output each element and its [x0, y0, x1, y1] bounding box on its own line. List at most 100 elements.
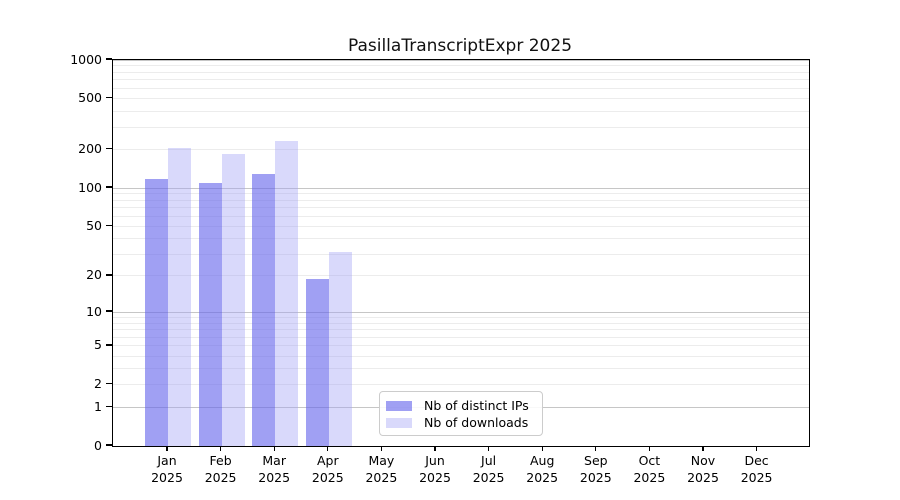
x-tick-mark-jul [487, 446, 490, 451]
x-tick-year-oct: 2025 [633, 469, 666, 485]
gridline-major-1000 [113, 59, 809, 61]
gridline-minor-300 [113, 126, 809, 128]
y-tick-mark-50 [106, 224, 112, 226]
y-tick-label-20: 20 [86, 267, 102, 283]
y-tick-label-0: 0 [94, 437, 102, 453]
y-tick-label-100: 100 [78, 179, 102, 195]
x-tick-mark-oct [648, 446, 651, 451]
x-tick-year-aug: 2025 [526, 469, 559, 485]
bar-distinct-ips-apr [305, 278, 329, 446]
y-tick-mark-1000 [106, 58, 112, 60]
gridline-minor-60 [113, 215, 809, 217]
x-tick-mark-apr [327, 446, 329, 451]
gridline-minor-40 [113, 238, 809, 240]
chart-title: PasillaTranscriptExpr 2025 [347, 36, 573, 56]
legend: Nb of distinct IPs Nb of downloads [379, 391, 543, 436]
x-tick-mark-sep [595, 446, 597, 451]
y-tick-mark-10 [106, 310, 112, 312]
legend-item-distinct-ips: Nb of distinct IPs [380, 397, 542, 414]
distinct-ips-swatch [386, 400, 412, 411]
x-tick-label-feb: Feb 2025 [191, 453, 251, 486]
y-tick-label-1: 1 [94, 398, 102, 414]
x-tick-label-dec: Dec 2025 [727, 453, 787, 486]
y-tick-mark-500 [106, 96, 112, 99]
x-tick-mark-aug [541, 446, 543, 451]
bar-distinct-ips-mar [252, 174, 276, 446]
y-tick-label-500: 500 [78, 90, 102, 106]
gridline-minor-90 [113, 193, 809, 195]
bar-distinct-ips-feb [198, 182, 222, 446]
gridline-minor-8 [113, 322, 809, 324]
x-tick-year-may: 2025 [365, 469, 398, 485]
y-tick-mark-0 [106, 444, 112, 446]
x-tick-year-apr: 2025 [311, 469, 344, 485]
gridline-minor-900 [113, 65, 809, 67]
x-tick-label-jan: Jan 2025 [137, 453, 197, 486]
y-tick-mark-5 [106, 344, 112, 346]
gridline-minor-80 [113, 199, 809, 201]
gridline-minor-9 [113, 316, 809, 318]
y-tick-mark-1 [106, 405, 112, 407]
bar-distinct-ips-jan [145, 178, 168, 446]
y-tick-mark-100 [106, 186, 112, 188]
gridline-minor-4 [113, 355, 809, 357]
x-tick-mark-mar [273, 446, 275, 451]
x-tick-year-mar: 2025 [258, 469, 291, 485]
x-tick-label-jun: Jun 2025 [405, 453, 465, 486]
y-tick-label-50: 50 [86, 217, 102, 233]
gridline-minor-30 [113, 253, 809, 255]
x-tick-mark-jun [434, 446, 436, 451]
x-tick-label-may: May 2025 [351, 453, 411, 486]
gridline-minor-6 [113, 336, 809, 338]
downloads-swatch [386, 417, 412, 428]
gridline-minor-800 [113, 71, 809, 73]
bar-downloads-apr [328, 252, 352, 446]
gridline-minor-5 [113, 345, 809, 347]
x-tick-year-dec: 2025 [740, 469, 773, 485]
gridline-minor-200 [113, 149, 809, 151]
x-tick-label-apr: Apr 2025 [298, 453, 358, 486]
x-tick-label-sep: Sep 2025 [566, 453, 626, 486]
gridline-minor-50 [113, 225, 809, 227]
gridline-minor-70 [113, 207, 809, 209]
x-tick-year-jan: 2025 [151, 469, 183, 485]
x-tick-mark-feb [219, 446, 222, 451]
y-tick-mark-20 [106, 274, 112, 276]
y-tick-mark-2 [106, 382, 112, 385]
y-tick-label-5: 5 [94, 337, 102, 353]
x-tick-label-mar: Mar 2025 [244, 453, 304, 486]
gridline-minor-600 [113, 88, 809, 89]
legend-item-downloads: Nb of downloads [380, 414, 542, 431]
x-tick-year-jul: 2025 [472, 469, 505, 485]
x-tick-year-sep: 2025 [579, 469, 612, 485]
gridline-minor-500 [113, 98, 809, 100]
y-tick-label-10: 10 [86, 303, 102, 319]
bar-downloads-feb [221, 154, 245, 446]
x-tick-mark-dec [755, 446, 758, 451]
gridline-minor-700 [113, 79, 809, 81]
x-tick-year-feb: 2025 [204, 469, 237, 485]
x-tick-year-jun: 2025 [419, 469, 451, 485]
gridline-minor-2 [113, 384, 809, 386]
x-tick-label-oct: Oct 2025 [619, 453, 679, 486]
y-tick-label-1000: 1000 [70, 51, 102, 67]
gridline-major-100 [113, 187, 809, 189]
y-tick-label-2: 2 [94, 376, 102, 392]
x-tick-mark-jan [166, 446, 168, 451]
legend-label-downloads: Nb of downloads [424, 415, 529, 430]
gridline-major-10 [113, 311, 809, 313]
x-tick-label-nov: Nov 2025 [673, 453, 733, 486]
plot-area [112, 59, 810, 447]
x-tick-year-nov: 2025 [687, 469, 719, 485]
gridline-minor-20 [113, 275, 809, 277]
gridline-minor-7 [113, 329, 809, 331]
bar-downloads-jan [168, 148, 191, 446]
x-tick-mark-may [380, 446, 383, 451]
legend-label-distinct-ips: Nb of distinct IPs [424, 398, 529, 413]
x-tick-label-aug: Aug 2025 [512, 453, 572, 486]
x-tick-label-jul: Jul 2025 [459, 453, 519, 486]
y-tick-mark-200 [106, 147, 112, 150]
bar-downloads-mar [275, 140, 299, 446]
x-tick-mark-nov [702, 446, 704, 451]
